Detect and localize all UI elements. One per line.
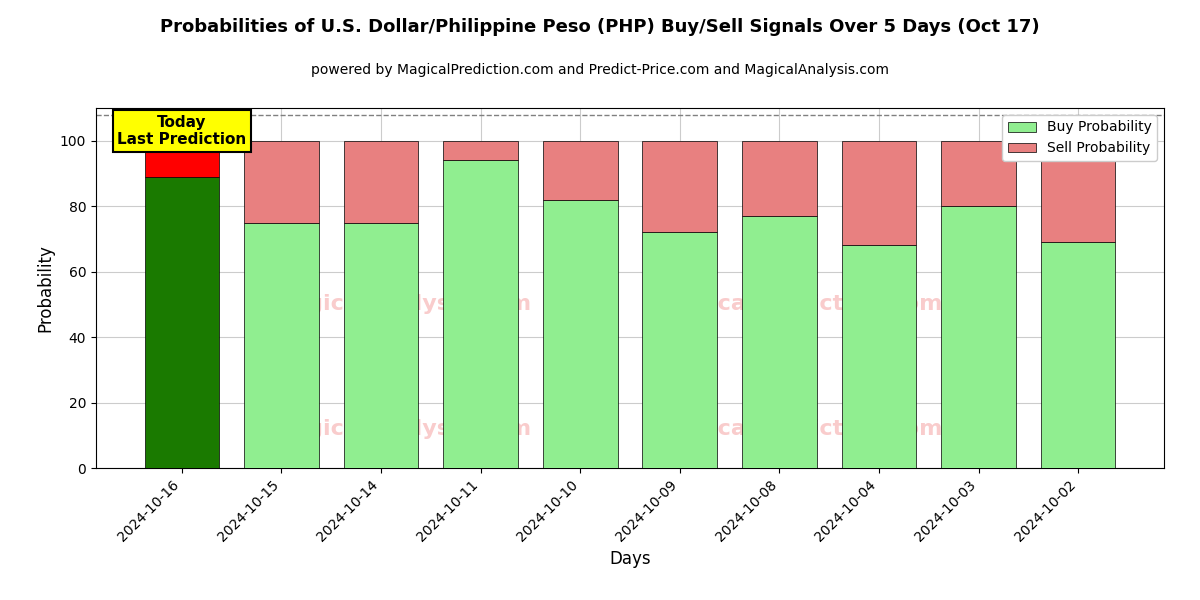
Bar (443, 141, 518, 160)
Bar (642, 232, 718, 468)
Bar (1040, 141, 1116, 242)
Text: MagicalAnalysis.com: MagicalAnalysis.com (270, 419, 532, 439)
Bar (941, 141, 1016, 206)
Bar (1040, 242, 1116, 468)
Bar (443, 160, 518, 468)
Legend: Buy Probability, Sell Probability: Buy Probability, Sell Probability (1002, 115, 1157, 161)
Y-axis label: Probability: Probability (36, 244, 54, 332)
Bar (144, 141, 220, 177)
Bar (244, 141, 319, 223)
Text: MagicalPrediction.com: MagicalPrediction.com (656, 295, 942, 314)
Bar (542, 141, 618, 200)
Text: MagicalPrediction.com: MagicalPrediction.com (656, 419, 942, 439)
Bar (343, 141, 419, 223)
Text: Probabilities of U.S. Dollar/Philippine Peso (PHP) Buy/Sell Signals Over 5 Days : Probabilities of U.S. Dollar/Philippine … (160, 18, 1040, 36)
Bar (841, 245, 917, 468)
Bar (144, 177, 220, 468)
Text: MagicalAnalysis.com: MagicalAnalysis.com (270, 295, 532, 314)
Bar (742, 216, 817, 468)
Bar (941, 206, 1016, 468)
Bar (542, 200, 618, 468)
X-axis label: Days: Days (610, 550, 650, 568)
Bar (841, 141, 917, 245)
Bar (343, 223, 419, 468)
Bar (642, 141, 718, 232)
Text: Today
Last Prediction: Today Last Prediction (118, 115, 246, 147)
Bar (244, 223, 319, 468)
Bar (742, 141, 817, 216)
Text: powered by MagicalPrediction.com and Predict-Price.com and MagicalAnalysis.com: powered by MagicalPrediction.com and Pre… (311, 63, 889, 77)
